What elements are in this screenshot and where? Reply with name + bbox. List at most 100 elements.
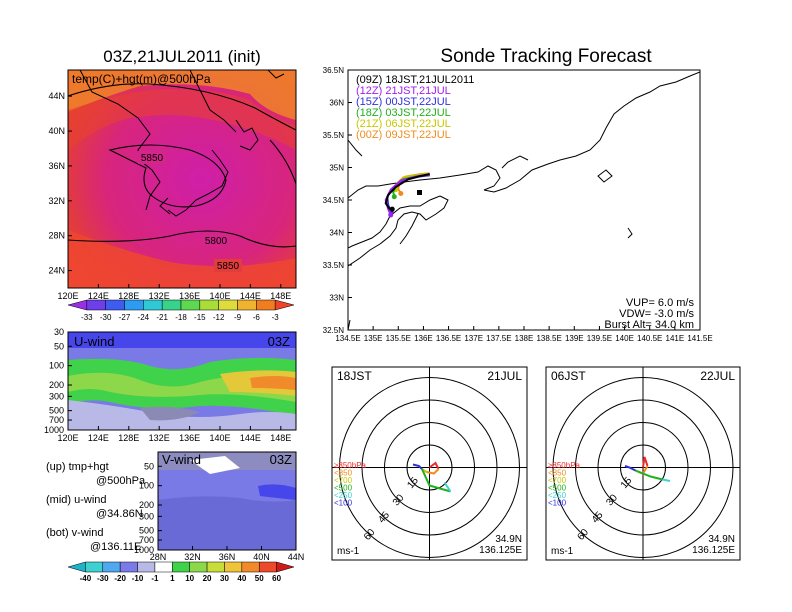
colorbar-tick-label: -21 — [156, 313, 168, 322]
contour-label-box-2 — [202, 234, 230, 247]
v-xtick-label: 40N — [253, 552, 270, 562]
v-colorbar-cell — [85, 561, 104, 573]
v-colorbar-tick-label: 1 — [170, 574, 175, 583]
v-colorbar-cell — [241, 561, 260, 573]
track-ytick-label: 33N — [329, 294, 344, 303]
u-xtick-label: 132E — [149, 433, 170, 443]
colorbar-tick-label: -18 — [175, 313, 187, 322]
colorbar-cell — [161, 299, 182, 311]
contour-label-3: 5850 — [217, 261, 240, 272]
warm-band — [68, 70, 296, 120]
hodo-date: 21JUL — [487, 369, 522, 383]
v-xtick-label: 36N — [219, 552, 236, 562]
param-burst: Burst Alt= 34.0 km — [604, 319, 694, 331]
map-ytick-label: 28N — [48, 231, 65, 241]
track-legend: (09Z) 18JST,21JUL2011(12Z) 21JST,21JUL(1… — [356, 74, 474, 141]
track-legend-item: (15Z) 00JST,22JUL — [356, 96, 451, 108]
south-band — [68, 230, 296, 288]
v-wind-panel — [158, 452, 296, 550]
track-xtick-label: 138E — [515, 334, 534, 343]
track-bg — [348, 70, 700, 330]
v-colorbar-cell — [276, 561, 295, 573]
u-ytick-label: 500 — [49, 406, 64, 416]
v-time: 03Z — [270, 452, 292, 467]
hodo-unit: ms-1 — [551, 546, 574, 557]
v-colorbar-cell — [258, 561, 277, 573]
note-3-sub: @136.11E — [90, 541, 141, 553]
hodo-trace — [635, 469, 663, 481]
track-end-point — [398, 191, 404, 196]
v-xtick-label: 44N — [288, 552, 305, 562]
hodo-level-label: <700 — [548, 476, 567, 485]
u-top-band — [68, 332, 296, 348]
note-2-title: (mid) u-wind — [46, 494, 107, 506]
hodo-lon: 136.125E — [479, 545, 522, 556]
note-1-sub: @500hPa — [96, 475, 146, 487]
u-ytick-label: 1000 — [44, 425, 64, 435]
v-colorbar-tick-label: 50 — [255, 574, 264, 583]
track-xtick-label: 140.5E — [637, 334, 662, 343]
hodo-trace — [443, 481, 452, 493]
colorbar-cell — [274, 299, 295, 311]
track-ytick-label: 34N — [329, 229, 344, 238]
track-ytick-label: 34.5N — [323, 196, 345, 205]
v-ytick-label: 200 — [139, 500, 154, 510]
track-ytick-label: 35.5N — [323, 131, 345, 140]
map-xtick-label: 144E — [240, 291, 261, 301]
u-ytick-label: 300 — [49, 391, 64, 401]
track-xtick-label: 140E — [615, 334, 634, 343]
colorbar-cell — [237, 299, 257, 311]
map-ticks: 120E 124E 128E 132E 136E 140E 144E 148E 24N 28N 32… — [48, 91, 291, 301]
track-xtick-label: 135E — [364, 334, 383, 343]
colorbar-tick-label: -15 — [194, 313, 206, 322]
map-ytick-label: 32N — [48, 196, 65, 206]
track-ytick-label: 32.5N — [323, 326, 345, 335]
u-lower — [68, 400, 296, 430]
u-frame — [67, 331, 297, 431]
u-xtick-label: 120E — [57, 433, 78, 443]
colorbar-tick-label: -27 — [119, 313, 131, 322]
colorbar-tick-label: -6 — [253, 313, 261, 322]
v-colorbar: -40 -30 -20 -10 -1 1 10 20 30 40 50 60 — [67, 561, 295, 583]
red-band — [68, 89, 296, 150]
note-1-title: (up) tmp+hgt — [46, 461, 109, 473]
map-ytick-label: 44N — [48, 91, 65, 101]
u-xtick-label: 128E — [118, 433, 139, 443]
v-ytick-label: 300 — [139, 511, 154, 521]
v-label: V-wind — [162, 452, 201, 467]
colorbar-tick-label: -33 — [81, 313, 93, 322]
colorbar-cell — [199, 299, 219, 311]
v-colorbar-tick-label: 10 — [185, 574, 194, 583]
colorbar-cell — [124, 299, 144, 311]
track-legend-item: (09Z) 18JST,21JUL2011 — [356, 74, 474, 86]
track-legend-item: (00Z) 09JST,22JUL — [356, 129, 451, 141]
v-colorbar-tick-label: 30 — [220, 574, 229, 583]
colorbar-tick-label: -24 — [138, 313, 150, 322]
map-ytick-label: 36N — [48, 161, 65, 171]
v-colorbar-cell — [189, 561, 208, 573]
map-ytick-label: 24N — [48, 266, 65, 276]
track-end-point — [388, 212, 394, 218]
hodo-unit: ms-1 — [337, 546, 360, 557]
track-xtick-label: 137.5E — [486, 334, 511, 343]
note-3-title: (bot) v-wind — [46, 527, 103, 539]
coastlines — [79, 70, 285, 217]
v-colorbar-tick-label: -20 — [114, 574, 126, 583]
v-colorbar-tick-label: -10 — [132, 574, 144, 583]
contour-label-box-1 — [138, 151, 166, 164]
contour-label-box-3 — [214, 259, 242, 272]
hodo-level-label: <100 — [334, 499, 353, 508]
hodo-level-label: <850 — [548, 469, 567, 478]
temp-map: 5850 5800 5850 — [68, 70, 296, 288]
hodo-level-label: <250 — [334, 491, 353, 500]
v-white — [190, 456, 240, 474]
map-title: 03Z,21JUL2011 (init) — [103, 47, 261, 66]
v-colorbar-tick-label: -1 — [151, 574, 159, 583]
u-xtick-label: 144E — [240, 433, 261, 443]
hodo-lat: 34.9N — [708, 534, 735, 545]
track-xtick-label: 135.5E — [386, 334, 411, 343]
u-xtick-label: 124E — [88, 433, 109, 443]
u-ytick-label: 50 — [54, 341, 64, 351]
